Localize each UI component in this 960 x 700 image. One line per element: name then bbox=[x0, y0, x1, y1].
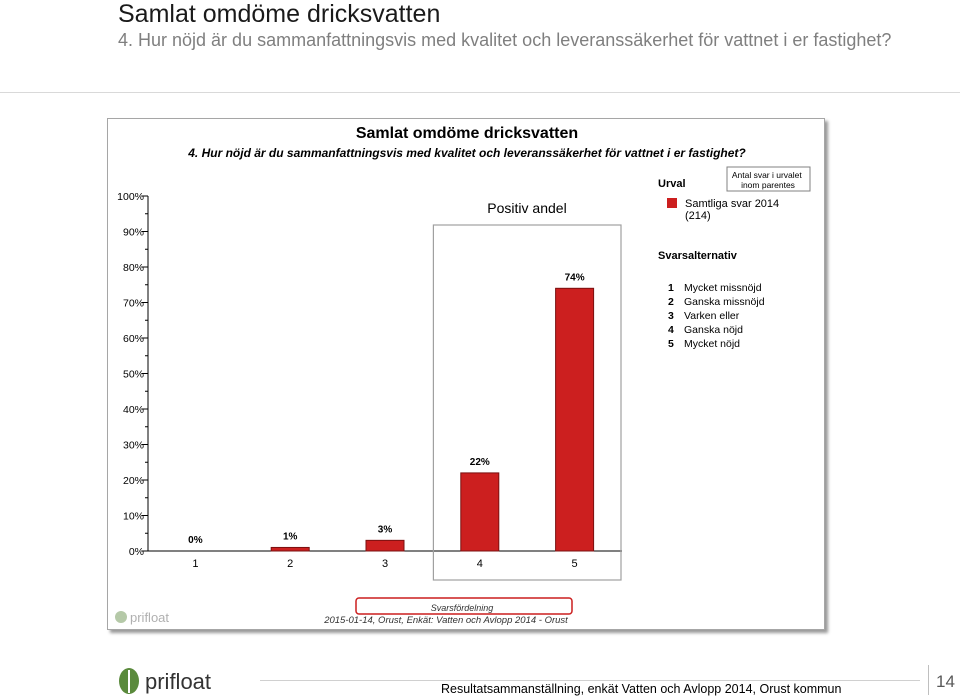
y-tick-label: 80% bbox=[123, 262, 144, 274]
y-tick-label: 90% bbox=[123, 227, 144, 239]
x-axis-labels: 1 2 3 4 5 bbox=[192, 558, 577, 570]
y-tick-label: 20% bbox=[123, 475, 144, 487]
chart-logo-icon bbox=[115, 611, 127, 623]
bar-value-label: 0% bbox=[188, 535, 203, 546]
distribution-label: Svarsfördelning bbox=[431, 603, 494, 613]
legend-series-label: Samtliga svar 2014 bbox=[685, 198, 779, 210]
option-label: Ganska nöjd bbox=[684, 324, 743, 336]
y-tick-label: 60% bbox=[123, 333, 144, 345]
sample-note-line2: inom parentes bbox=[741, 180, 795, 190]
option-label: Ganska missnöjd bbox=[684, 296, 765, 308]
positive-share-highlight bbox=[432, 224, 622, 581]
option-label: Mycket missnöjd bbox=[684, 282, 762, 294]
sample-note-line1: Antal svar i urvalet bbox=[732, 170, 803, 180]
y-tick-label: 30% bbox=[123, 440, 144, 452]
urval-heading: Urval bbox=[658, 178, 686, 190]
chart-logo: prifloat bbox=[115, 610, 169, 625]
y-tick-label: 70% bbox=[123, 298, 144, 310]
option-number: 3 bbox=[668, 310, 674, 322]
legend-swatch bbox=[667, 198, 677, 208]
bar-chart: Samlat omdöme dricksvatten 4. Hur nöjd ä… bbox=[115, 125, 811, 626]
y-axis: 0% 10% 20% 30% 40% 50% 60% 70% 80% 90% 100% bbox=[117, 191, 622, 558]
slide-title: Samlat omdöme dricksvatten bbox=[118, 0, 441, 28]
option-number: 5 bbox=[668, 338, 674, 350]
x-tick-label: 5 bbox=[572, 558, 578, 570]
bar-value-label: 1% bbox=[283, 531, 298, 542]
bar-value-label: 22% bbox=[470, 457, 490, 468]
option-number: 1 bbox=[668, 282, 674, 294]
sample-note-box bbox=[726, 166, 811, 192]
chart-title: Samlat omdöme dricksvatten bbox=[356, 125, 578, 142]
chart-logo-text: prifloat bbox=[130, 610, 169, 625]
chart-panel: Samlat omdöme dricksvatten 4. Hur nöjd ä… bbox=[107, 118, 825, 630]
y-tick-label: 50% bbox=[123, 369, 144, 381]
page-number: 14 bbox=[936, 672, 955, 691]
footer-divider bbox=[260, 680, 920, 681]
x-tick-label: 3 bbox=[382, 558, 388, 570]
sample-note-text: Antal svar i urvalet inom parentes bbox=[732, 170, 804, 190]
y-tick-label: 0% bbox=[129, 546, 144, 558]
chart-source-line: 2015-01-14, Orust, Enkät: Vatten och Avl… bbox=[323, 615, 568, 626]
x-tick-label: 4 bbox=[477, 558, 483, 570]
prifloat-logo: prifloat bbox=[119, 668, 211, 694]
option-label: Mycket nöjd bbox=[684, 338, 740, 350]
positive-share-label: Positiv andel bbox=[487, 200, 566, 216]
y-tick-label: 40% bbox=[123, 404, 144, 416]
option-number: 4 bbox=[668, 324, 674, 336]
bar-5 bbox=[555, 287, 595, 552]
x-tick-label: 1 bbox=[192, 558, 198, 570]
chart-question: 4. Hur nöjd är du sammanfattningsvis med… bbox=[187, 146, 746, 160]
bar-value-label: 3% bbox=[378, 524, 393, 535]
option-label: Varken eller bbox=[684, 310, 740, 322]
positive-share-box bbox=[432, 224, 622, 581]
legend-series-count: (214) bbox=[685, 210, 711, 222]
bars-group: 0% 1% 3% 22% 74% bbox=[188, 272, 595, 552]
title-divider bbox=[0, 92, 960, 93]
slide-subtitle: 4. Hur nöjd är du sammanfattningsvis med… bbox=[118, 30, 892, 50]
bar-2 bbox=[270, 546, 310, 552]
option-number: 2 bbox=[668, 296, 674, 308]
footer-text: Resultatsammanställning, enkät Vatten oc… bbox=[441, 682, 842, 696]
bar-4 bbox=[460, 472, 500, 552]
options-heading: Svarsalternativ bbox=[658, 250, 738, 262]
page-number-divider bbox=[928, 665, 960, 695]
bar-value-label: 74% bbox=[565, 272, 585, 283]
logo-text: prifloat bbox=[145, 669, 211, 694]
x-tick-label: 2 bbox=[287, 558, 293, 570]
options-list: 1 Mycket missnöjd 2 Ganska missnöjd 3 Varken … bbox=[668, 282, 765, 350]
y-tick-label: 10% bbox=[123, 511, 144, 523]
distribution-box bbox=[355, 597, 573, 615]
y-tick-label: 100% bbox=[117, 191, 144, 203]
bar-3 bbox=[365, 539, 405, 552]
